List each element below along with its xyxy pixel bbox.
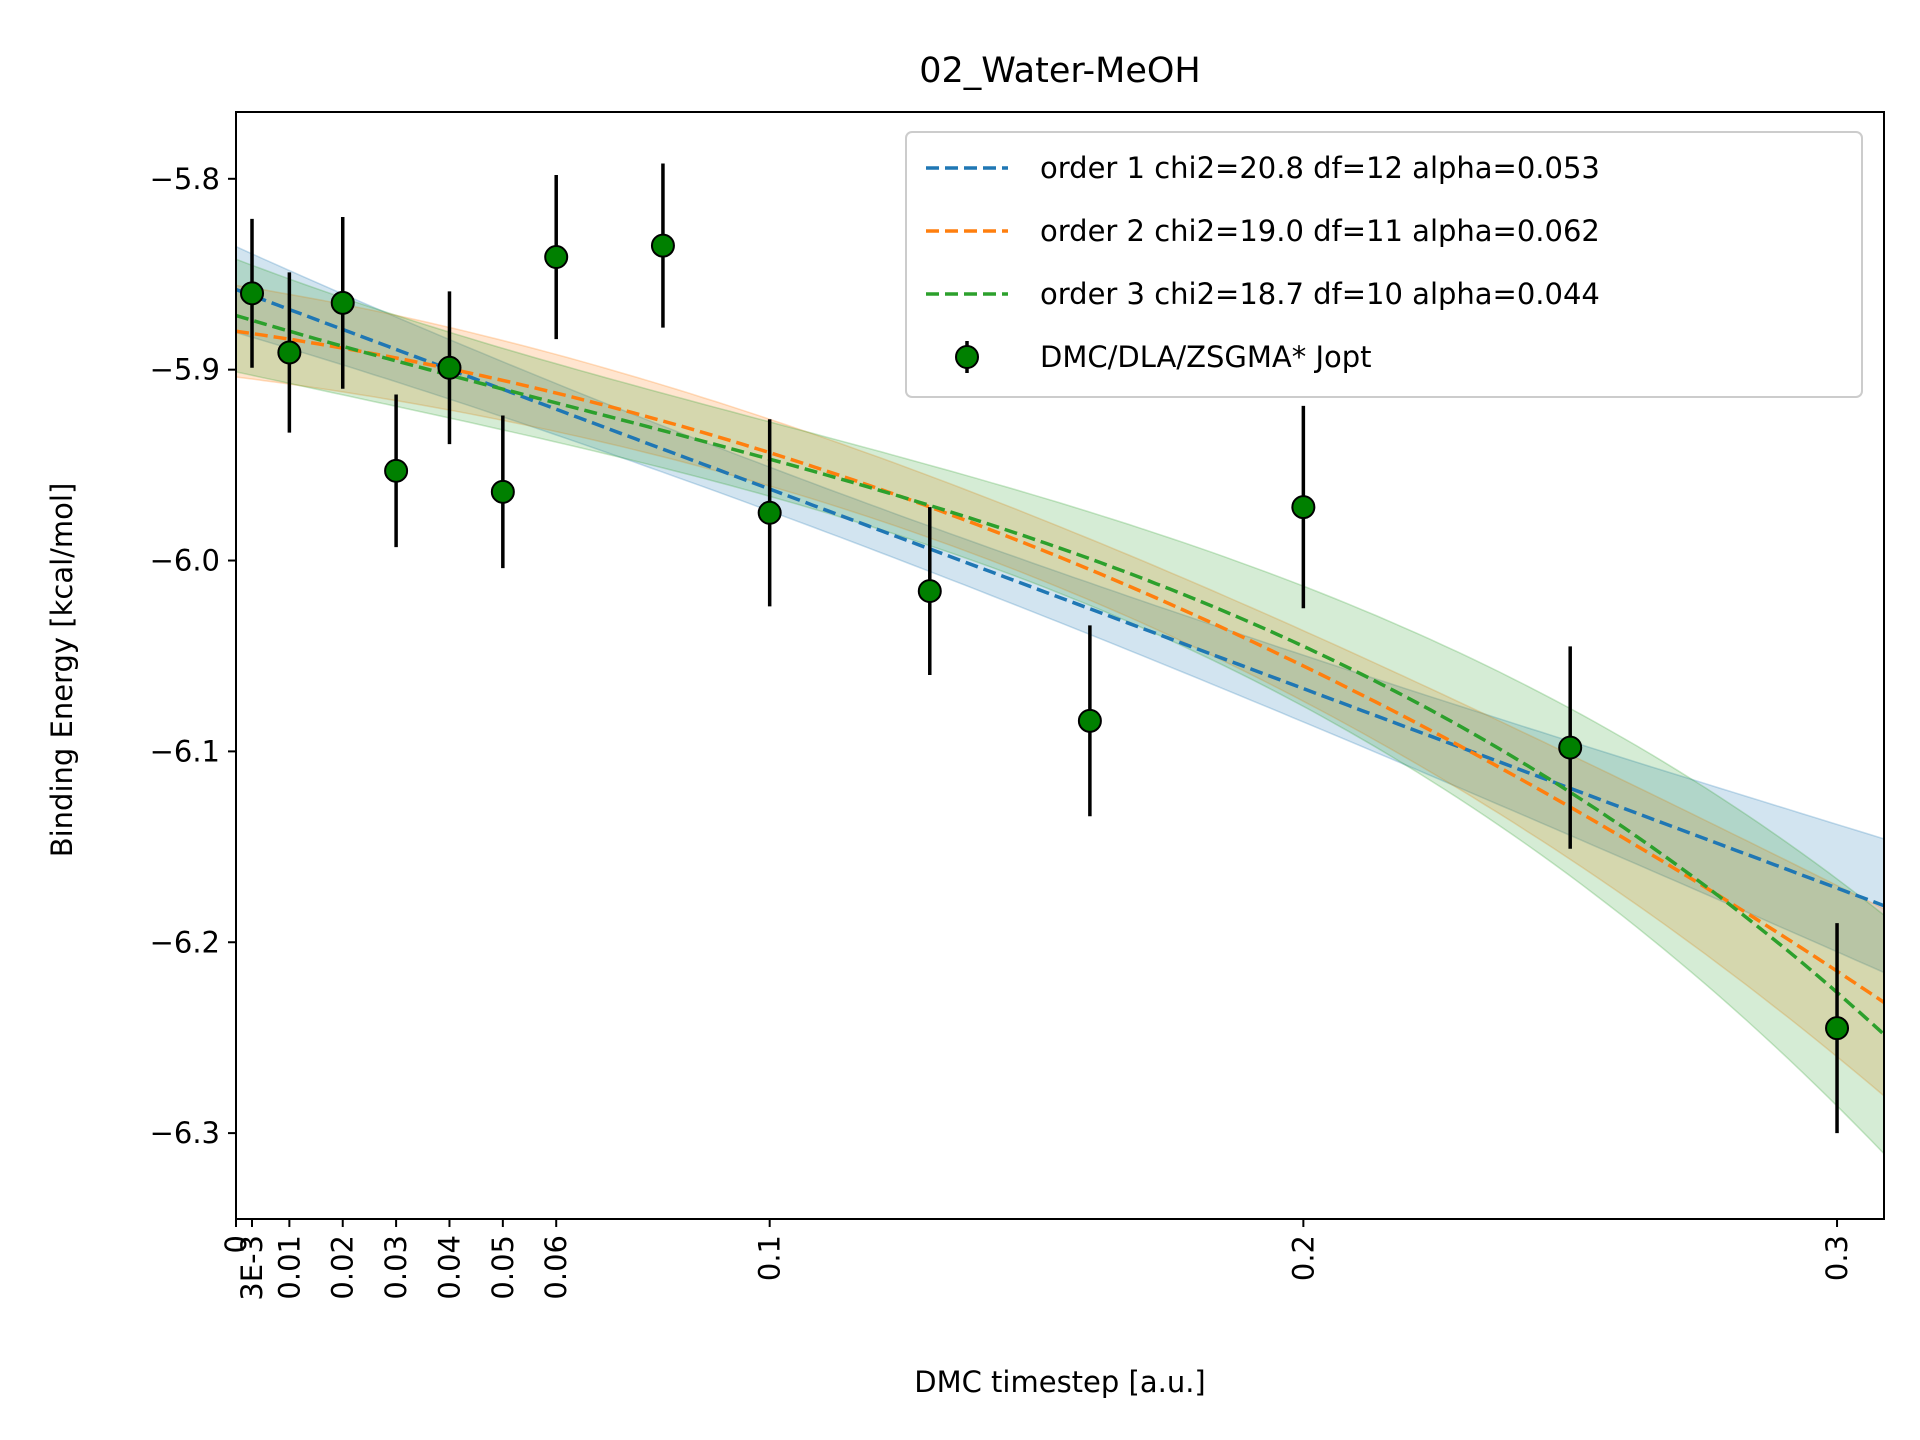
data-point (1825, 923, 1850, 1134)
x-tick-label: 0.05 (486, 1235, 520, 1300)
point-marker (490, 479, 515, 504)
fit-line-order-3 (236, 313, 1884, 1036)
x-tick-label: 0 (219, 1235, 253, 1253)
data-point (490, 415, 515, 569)
data-points (240, 163, 1850, 1134)
x-tick-label: 0.04 (432, 1235, 466, 1300)
x-tick-label: 0.06 (539, 1235, 573, 1300)
plot-area-frame (235, 111, 1885, 1220)
legend-point-marker (955, 345, 979, 369)
data-point (277, 272, 302, 433)
x-axis-ticks: 03E-3 0.01 0.02 0.03 0.04 0.05 0.06 0.1 0.2 0.3 (219, 1219, 1854, 1301)
chart-title: 02_Water-MeOH (919, 51, 1201, 91)
fit-line-order-2 (236, 329, 1884, 1004)
y-axis-label: Binding Energy [kcal/mol] (45, 483, 79, 858)
data-point (384, 394, 409, 548)
confidence-band-order-3 (236, 258, 1884, 1155)
fit-lines (236, 287, 1884, 1036)
legend-label-points: DMC/DLA/ZSGMA* Jopt (1040, 340, 1372, 374)
y-tick-label: −6.3 (150, 1116, 220, 1150)
point-marker (650, 233, 675, 258)
point-marker (544, 245, 569, 270)
legend-label-order-1: order 1 chi2=20.8 df=12 alpha=0.053 (1040, 151, 1600, 185)
data-point (240, 218, 265, 368)
point-marker (1558, 735, 1583, 760)
x-tick-label: 0.1 (753, 1235, 787, 1281)
x-tick-label: 0.02 (326, 1235, 360, 1300)
y-tick-label: −5.8 (150, 162, 220, 196)
x-axis-label: DMC timestep [a.u.] (914, 1365, 1206, 1399)
point-marker (917, 579, 942, 604)
x-tick-label: 0.2 (1286, 1235, 1320, 1281)
point-marker (1291, 495, 1316, 520)
y-axis-ticks: −5.8 −5.9 −6.0 −6.1 −6.2 −6.3 (150, 162, 236, 1150)
data-point (757, 419, 782, 607)
y-tick-label: −5.9 (150, 353, 220, 387)
y-tick-label: −6.0 (150, 544, 220, 578)
data-point (1558, 646, 1583, 849)
point-marker (330, 290, 355, 315)
point-marker (437, 355, 462, 380)
legend-label-order-2: order 2 chi2=19.0 df=11 alpha=0.062 (1040, 214, 1600, 248)
point-marker (1077, 708, 1102, 733)
data-point (650, 163, 675, 328)
data-point (1291, 405, 1316, 609)
point-marker (1825, 1016, 1850, 1041)
data-point (1077, 625, 1102, 817)
legend-box (905, 131, 1863, 398)
data-point (330, 216, 355, 389)
y-tick-label: −6.1 (150, 734, 220, 768)
point-marker (240, 281, 265, 306)
point-marker (757, 500, 782, 525)
point-marker (277, 340, 302, 365)
confidence-band-order-2 (236, 284, 1884, 1097)
legend: order 1 chi2=20.8 df=12 alpha=0.053 order… (905, 131, 1863, 398)
x-tick-label: 0.3 (1820, 1235, 1854, 1281)
data-point (544, 174, 569, 340)
x-tick-label: 3E-3 (235, 1235, 269, 1301)
x-tick-label: 0.03 (379, 1235, 413, 1300)
x-tick-label: 0.01 (272, 1235, 306, 1300)
data-point (437, 291, 462, 445)
y-tick-label: −6.2 (150, 925, 220, 959)
legend-label-order-3: order 3 chi2=18.7 df=10 alpha=0.044 (1040, 277, 1600, 311)
data-point (917, 507, 942, 676)
point-marker (384, 458, 409, 483)
